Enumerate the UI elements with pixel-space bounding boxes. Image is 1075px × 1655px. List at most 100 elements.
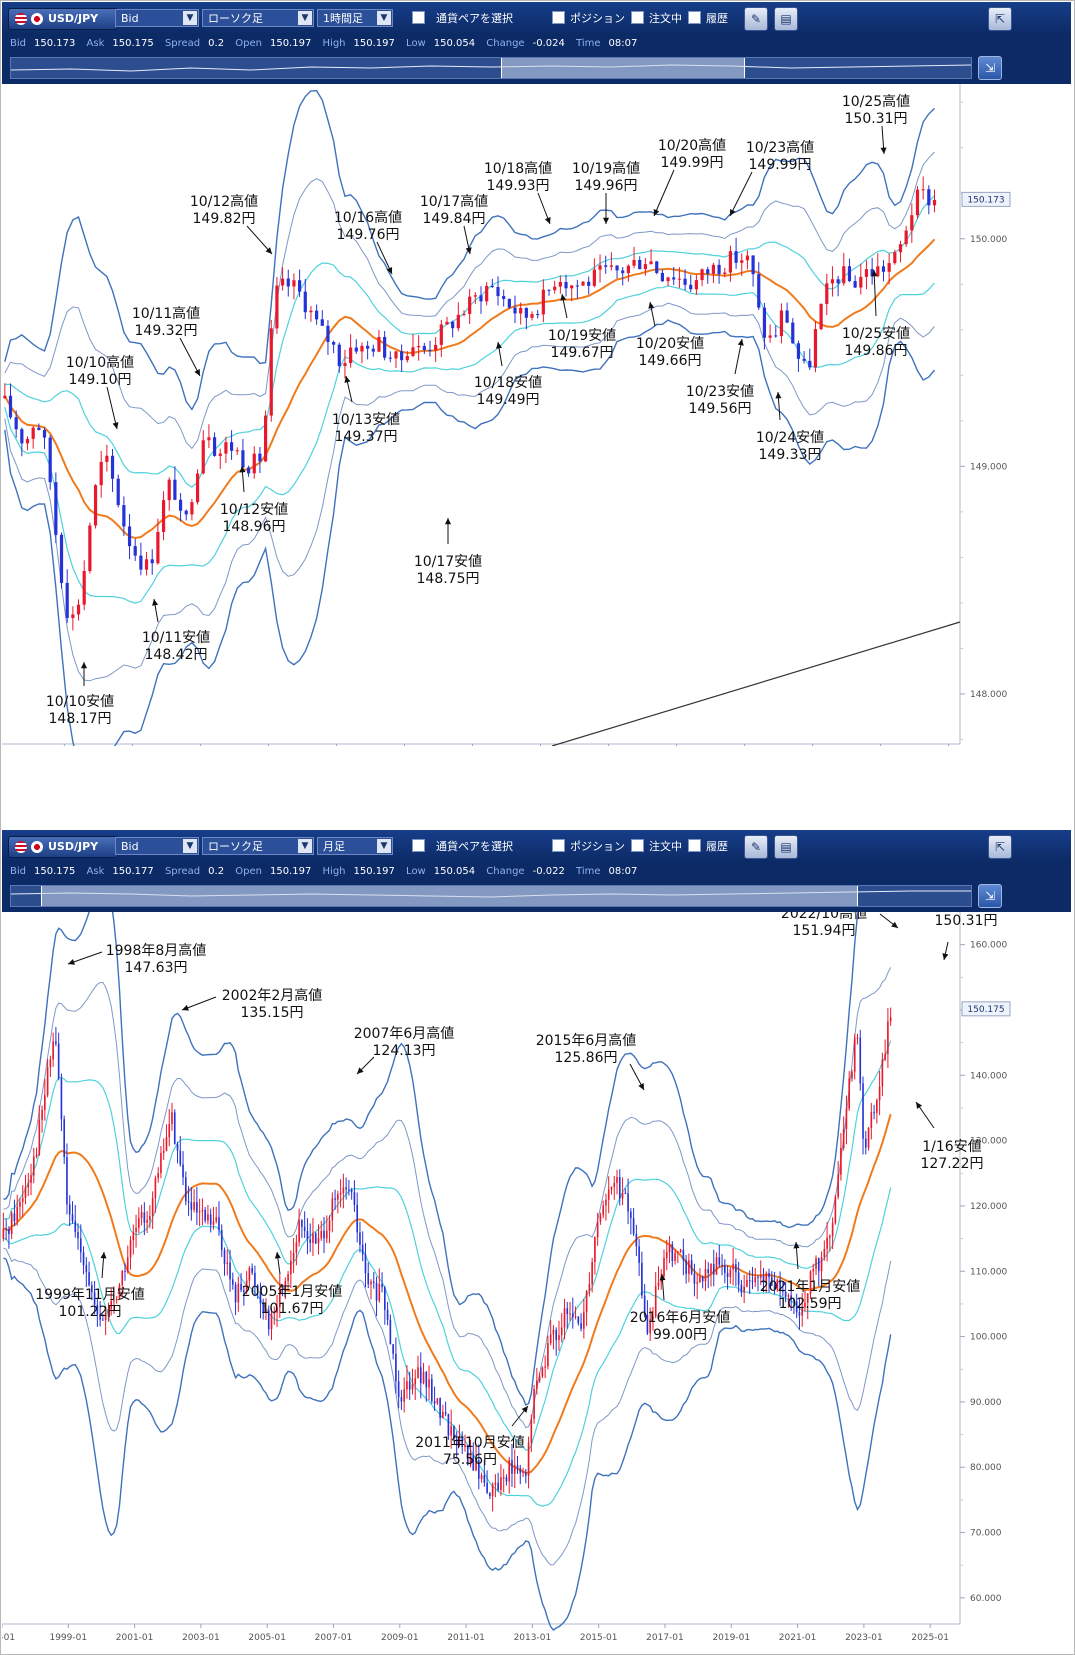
candle-body <box>417 1367 419 1379</box>
price-type-select[interactable]: Bid ▼ <box>115 837 199 855</box>
positions-checkbox[interactable] <box>552 11 565 24</box>
candle-body <box>466 1445 469 1465</box>
candle-body <box>371 348 375 352</box>
japan-flag-icon <box>31 841 43 853</box>
price-type-select[interactable]: Bid ▼ <box>115 9 199 27</box>
candle-body <box>207 1214 209 1221</box>
indicator-settings-icon[interactable]: ▤ <box>774 7 798 31</box>
navigator-handle[interactable] <box>41 886 858 906</box>
history-checkbox[interactable] <box>688 11 701 24</box>
currency-pair-badge[interactable]: USD/JPY <box>8 836 118 858</box>
candle-body <box>592 269 596 286</box>
candle-body <box>779 1279 781 1290</box>
candle-body <box>558 1335 560 1341</box>
candle-body <box>915 189 920 216</box>
candle-body <box>372 1281 375 1283</box>
candle-body <box>337 344 341 367</box>
y-tick-label: 140.000 <box>970 1071 1007 1081</box>
candlestick <box>881 1052 884 1097</box>
candle-body <box>405 355 409 361</box>
candlestick <box>696 1274 698 1300</box>
candlestick <box>473 292 477 304</box>
indicator-settings-icon[interactable]: ▤ <box>774 835 798 859</box>
candle-body <box>768 335 772 338</box>
candlestick <box>784 1281 787 1303</box>
timeframe-select[interactable]: 月足 ▼ <box>317 837 393 855</box>
candle-body <box>138 1217 140 1228</box>
candle-body <box>646 1314 649 1334</box>
candlestick <box>198 1198 201 1227</box>
candlestick <box>428 1365 430 1400</box>
candlestick <box>328 1215 331 1244</box>
ask-value: 150.175 <box>112 38 154 49</box>
candle-body <box>627 1193 629 1212</box>
info-label: Open <box>235 38 262 49</box>
candlestick <box>104 1306 107 1336</box>
candlestick <box>301 1219 303 1238</box>
orders-checkbox[interactable] <box>631 11 644 24</box>
candlestick <box>243 1286 245 1306</box>
timeframe-select[interactable]: 1時間足 ▼ <box>317 9 393 27</box>
candlestick <box>641 1251 643 1299</box>
candlestick <box>502 289 506 307</box>
candle-body <box>133 546 137 556</box>
navigator-expand-icon[interactable]: ⇲ <box>978 56 1002 80</box>
navigator-expand-icon[interactable]: ⇲ <box>978 884 1002 908</box>
candle-body <box>195 473 200 503</box>
select-pair-checkbox[interactable] <box>412 11 425 24</box>
select-pair-checkbox[interactable] <box>412 839 425 852</box>
chart-tool-icon[interactable]: ✎ <box>744 835 768 859</box>
annotation-value: 149.67円 <box>551 345 614 361</box>
candlestick <box>508 1456 511 1494</box>
candlestick <box>167 477 171 511</box>
candlestick <box>782 1281 784 1296</box>
orders-checkbox[interactable] <box>631 839 644 852</box>
annotation-label: 10/11安値 <box>142 630 210 646</box>
navigator-track[interactable] <box>10 57 972 79</box>
candlestick <box>419 1352 422 1399</box>
candle-body <box>473 295 477 297</box>
currency-pair-badge[interactable]: USD/JPY <box>8 8 118 30</box>
candle-body <box>375 1282 378 1301</box>
chart-tool-icon[interactable]: ✎ <box>744 7 768 31</box>
candle-body <box>547 1343 549 1367</box>
candle-body <box>165 1137 168 1151</box>
candlestick <box>654 1272 657 1319</box>
candle-body <box>353 1192 356 1205</box>
candle-body <box>263 415 268 462</box>
candlestick <box>298 269 302 297</box>
candlestick <box>751 255 755 287</box>
candle-body <box>269 328 273 416</box>
candlestick <box>395 1337 397 1394</box>
navigator-handle[interactable] <box>501 58 745 78</box>
candlestick <box>434 336 438 362</box>
candle-body <box>598 265 602 270</box>
annotation-arrow-head <box>239 466 246 473</box>
candlestick <box>165 1124 168 1152</box>
collapse-icon[interactable]: ⇱ <box>988 7 1012 31</box>
candlestick <box>859 1029 862 1091</box>
candle-body <box>389 1319 392 1345</box>
candlestick <box>82 560 86 611</box>
annotation-arrow-head <box>730 209 736 216</box>
candlestick <box>77 1223 79 1250</box>
collapse-icon[interactable]: ⇱ <box>988 835 1012 859</box>
candlestick <box>361 1231 364 1262</box>
candlestick <box>513 1449 516 1489</box>
chart-style-select[interactable]: ローソク足 ▼ <box>202 9 314 27</box>
candle-body <box>57 1043 60 1079</box>
candlestick <box>646 1300 649 1336</box>
positions-checkbox[interactable] <box>552 839 565 852</box>
chart-style-select[interactable]: ローソク足 ▼ <box>202 837 314 855</box>
history-checkbox[interactable] <box>688 839 701 852</box>
annotation-arrow-head <box>544 217 551 224</box>
candlestick <box>453 1425 455 1442</box>
candlestick <box>553 280 557 294</box>
candlestick <box>726 1265 729 1290</box>
candlestick <box>770 1271 773 1287</box>
candlestick <box>853 1033 856 1080</box>
annotation-arrow-head <box>793 1242 800 1249</box>
candle-body <box>588 1283 591 1291</box>
navigator-track[interactable] <box>10 885 972 907</box>
